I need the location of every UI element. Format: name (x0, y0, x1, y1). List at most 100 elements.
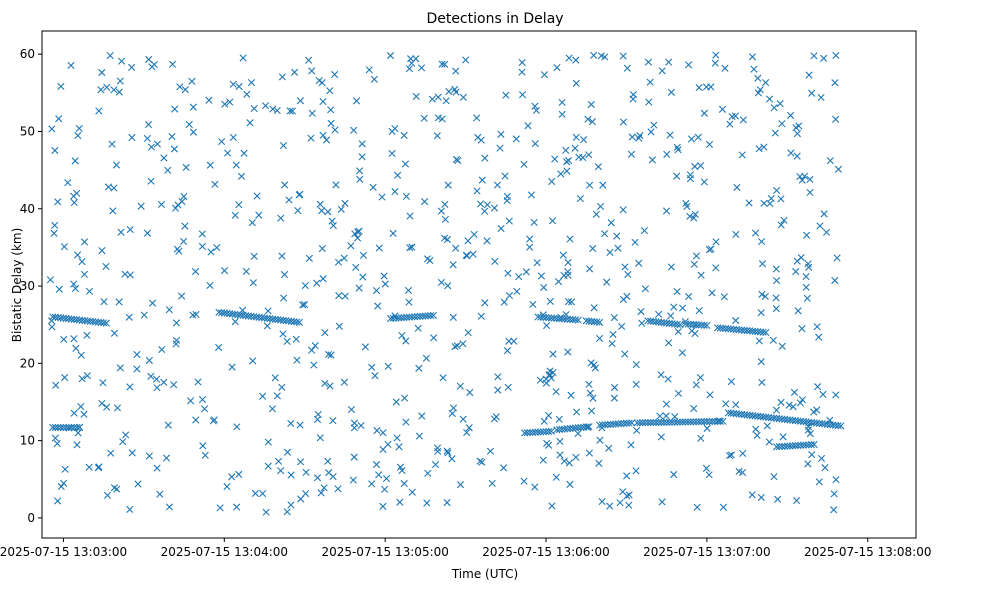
detection-marker (481, 154, 489, 162)
detection-marker (352, 97, 361, 105)
detection-marker (540, 283, 548, 292)
detection-marker (194, 378, 202, 386)
detection-marker (494, 373, 502, 381)
detection-marker (792, 496, 801, 505)
detection-marker (596, 318, 604, 326)
detection-marker (483, 201, 491, 209)
detection-marker (242, 267, 250, 276)
detection-marker (656, 412, 664, 420)
detection-marker (700, 109, 708, 117)
detection-marker (554, 278, 563, 286)
detection-marker (115, 298, 123, 306)
detection-marker (777, 195, 785, 203)
detection-marker (235, 82, 243, 91)
detection-marker (313, 474, 322, 482)
detection-marker (55, 115, 63, 123)
detection-marker (220, 267, 229, 275)
detection-marker (51, 221, 59, 229)
detection-marker (671, 413, 679, 421)
detection-marker (248, 219, 256, 227)
detection-marker (443, 499, 451, 507)
detection-marker (692, 381, 700, 389)
detection-marker (662, 400, 671, 408)
detection-marker (428, 95, 436, 103)
detection-marker (537, 272, 546, 280)
detection-marker (625, 501, 633, 509)
detection-marker (745, 199, 753, 207)
detection-marker (757, 309, 765, 317)
detection-marker (564, 298, 573, 306)
detection-marker (110, 86, 118, 94)
detection-marker (290, 68, 299, 76)
detection-marker (555, 415, 563, 423)
detection-marker (565, 459, 573, 467)
detection-marker (609, 330, 617, 339)
detection-marker (529, 428, 537, 437)
detection-marker (375, 471, 383, 479)
detection-marker (792, 267, 800, 276)
detection-marker (350, 453, 358, 461)
detection-marker (445, 87, 453, 96)
detection-marker (629, 90, 637, 99)
detection-marker (837, 422, 845, 430)
detection-marker (830, 506, 838, 514)
detection-marker (560, 271, 568, 280)
detection-marker (379, 445, 387, 454)
x-tick-label: 2025-07-15 13:06:00 (482, 545, 609, 559)
detection-marker (110, 184, 118, 192)
detection-points (46, 51, 845, 516)
detection-marker (329, 222, 337, 230)
detection-marker (601, 53, 609, 61)
detection-marker (505, 217, 513, 225)
detection-marker (293, 356, 301, 364)
detection-marker (633, 419, 641, 427)
detection-marker (232, 161, 240, 169)
detection-marker (162, 454, 171, 462)
detection-marker (820, 54, 828, 62)
detection-marker (731, 112, 740, 120)
detection-marker (396, 498, 404, 506)
y-axis: 0 10 20 30 40 50 60 (20, 47, 42, 525)
detection-marker (648, 156, 656, 164)
detection-marker (107, 449, 115, 457)
detection-marker (253, 192, 261, 200)
detection-marker (707, 245, 715, 253)
detection-marker (316, 200, 324, 208)
detection-marker (347, 242, 355, 250)
detection-marker (308, 109, 316, 117)
detection-marker (442, 97, 450, 105)
detection-marker (670, 470, 678, 479)
detection-marker (726, 120, 734, 128)
detection-marker (520, 160, 528, 169)
detection-marker (773, 277, 781, 285)
detection-marker (404, 286, 413, 295)
detection-marker (51, 146, 59, 155)
detection-marker (706, 391, 714, 399)
detection-marker (379, 429, 387, 437)
detection-marker (368, 363, 376, 371)
detection-marker (328, 217, 336, 225)
detection-marker (439, 374, 447, 382)
detection-marker (180, 237, 188, 246)
detection-marker (418, 412, 426, 420)
detection-marker (504, 383, 512, 391)
detection-marker (98, 68, 106, 77)
detection-marker (147, 372, 155, 380)
detection-marker (188, 77, 196, 85)
detection-marker (116, 77, 124, 85)
detection-marker (663, 418, 671, 426)
detection-marker (645, 98, 653, 106)
detection-marker (665, 58, 673, 66)
detection-marker (816, 222, 824, 230)
detection-marker (288, 107, 297, 115)
detection-marker (118, 57, 126, 65)
detection-marker (778, 342, 786, 350)
detection-marker (423, 499, 431, 507)
detection-marker (75, 423, 84, 431)
detection-marker (700, 418, 708, 426)
detection-marker (619, 118, 628, 126)
detection-marker (787, 149, 795, 157)
detection-marker (557, 170, 565, 178)
detection-marker (556, 451, 564, 459)
detection-marker (527, 191, 536, 199)
